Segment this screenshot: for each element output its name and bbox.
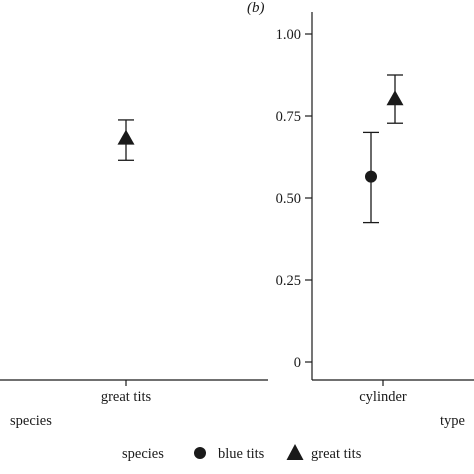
- y-tick-label: 0.75: [276, 109, 301, 125]
- legend-title: species: [122, 446, 164, 462]
- panel-b-x-tick-label: cylinder: [359, 389, 407, 405]
- y-tick-label: 1.00: [276, 27, 301, 43]
- data-point-triangle: [386, 90, 404, 106]
- panel-b-marks: [363, 74, 404, 224]
- legend: species blue tits great tits: [122, 444, 362, 462]
- panel-a-x-axis-label: species: [10, 413, 52, 429]
- y-tick-label: 0.25: [276, 273, 301, 289]
- data-point-circle: [365, 170, 377, 183]
- panel-a: great tits species: [0, 119, 268, 429]
- legend-triangle-marker: [286, 444, 304, 460]
- panel-b-yticks: 0 0.25 0.50 0.75 1.00: [276, 27, 312, 371]
- panel-a-x-tick-label: great tits: [101, 389, 152, 405]
- panel-a-marks: [117, 119, 135, 161]
- legend-circle-marker: [194, 447, 206, 459]
- panel-b: (b) cylinder type 0 0.25 0.50 0.75 1.00: [247, 0, 474, 429]
- data-point-triangle: [117, 129, 135, 145]
- legend-entry-blue-tits: blue tits: [218, 446, 265, 462]
- panel-b-x-axis-label: type: [440, 413, 465, 429]
- y-tick-label: 0: [294, 355, 301, 371]
- panel-b-label: (b): [247, 0, 265, 16]
- legend-entry-great-tits: great tits: [311, 446, 362, 462]
- y-tick-label: 0.50: [276, 191, 301, 207]
